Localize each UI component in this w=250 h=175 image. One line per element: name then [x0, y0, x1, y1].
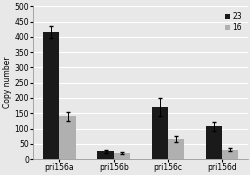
Bar	[221, 150, 238, 159]
Legend: 23, 16: 23, 16	[222, 10, 244, 34]
Bar	[205, 126, 221, 159]
Bar	[167, 139, 184, 159]
Y-axis label: Copy number: Copy number	[3, 57, 12, 108]
Bar	[151, 107, 167, 159]
Bar	[113, 153, 130, 159]
Bar	[59, 116, 75, 159]
Bar	[97, 151, 113, 159]
Bar	[43, 32, 59, 159]
